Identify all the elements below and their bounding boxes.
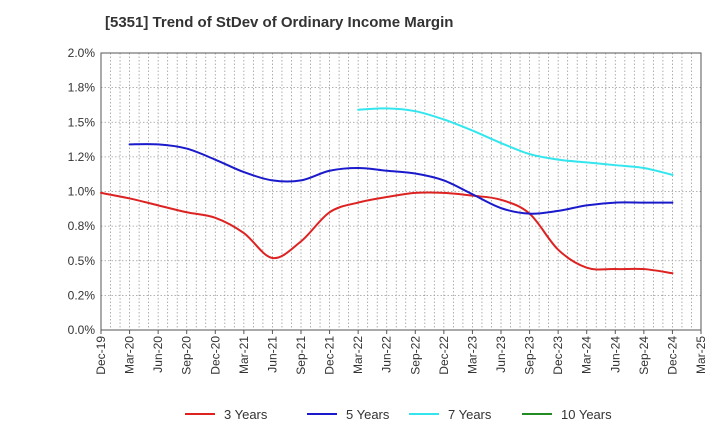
x-tick-label: Jun-23 [494, 336, 508, 373]
legend-label: 7 Years [448, 407, 492, 422]
y-tick-label: 0.0% [68, 323, 96, 337]
series-line-3 [357, 107, 674, 176]
x-tick-label: Sep-21 [294, 336, 308, 375]
y-tick-label: 1.2% [68, 150, 96, 164]
x-tick-label: Dec-20 [208, 336, 222, 375]
x-tick-label: Jun-22 [380, 336, 394, 373]
x-tick-label: Dec-21 [323, 336, 337, 375]
x-tick-label: Sep-23 [523, 336, 537, 375]
series-line-2 [128, 143, 674, 215]
plot-area [101, 53, 701, 330]
legend-label: 5 Years [346, 407, 390, 422]
x-tick-label: Dec-19 [94, 336, 108, 375]
x-tick-label: Dec-22 [437, 336, 451, 375]
y-tick-label: 0.5% [68, 254, 96, 268]
y-tick-label: 1.0% [68, 185, 96, 199]
y-tick-label: 1.8% [68, 81, 96, 95]
x-tick-label: Sep-22 [408, 336, 422, 375]
y-tick-label: 1.5% [68, 115, 96, 129]
x-tick-label: Mar-20 [123, 336, 137, 374]
x-tick-label: Mar-24 [580, 336, 594, 374]
x-tick-label: Dec-24 [665, 336, 679, 375]
x-tick-label: Mar-21 [237, 336, 251, 374]
x-tick-label: Jun-21 [265, 336, 279, 373]
series-layer [100, 107, 674, 275]
grid-layer [101, 52, 701, 330]
y-tick-label: 2.0% [68, 46, 96, 60]
x-tick-label: Mar-22 [351, 336, 365, 374]
x-tick-label: Dec-23 [551, 336, 565, 375]
legend-label: 10 Years [561, 407, 612, 422]
chart-title: [5351] Trend of StDev of Ordinary Income… [105, 14, 454, 31]
x-tick-label: Jun-24 [608, 336, 622, 373]
x-tick-label: Mar-23 [465, 336, 479, 374]
plot-frame [100, 52, 702, 331]
x-tick-label: Mar-25 [694, 336, 708, 374]
x-tick-label: Jun-20 [151, 336, 165, 373]
axis-layer: 0.0% 0.2% 0.5% 0.8% 1.0% 1.2% 1.5% 1.8% 2.0% Dec-… [68, 46, 708, 375]
y-tick-label: 0.2% [68, 288, 96, 302]
y-tick-label: 0.8% [68, 219, 96, 233]
x-tick-label: Sep-20 [180, 336, 194, 375]
x-tick-label: Sep-24 [637, 336, 651, 375]
series-line-1 [100, 191, 674, 275]
legend-label: 3 Years [224, 407, 268, 422]
legend: 3 Years 5 Years 7 Years 10 Years [185, 407, 612, 422]
